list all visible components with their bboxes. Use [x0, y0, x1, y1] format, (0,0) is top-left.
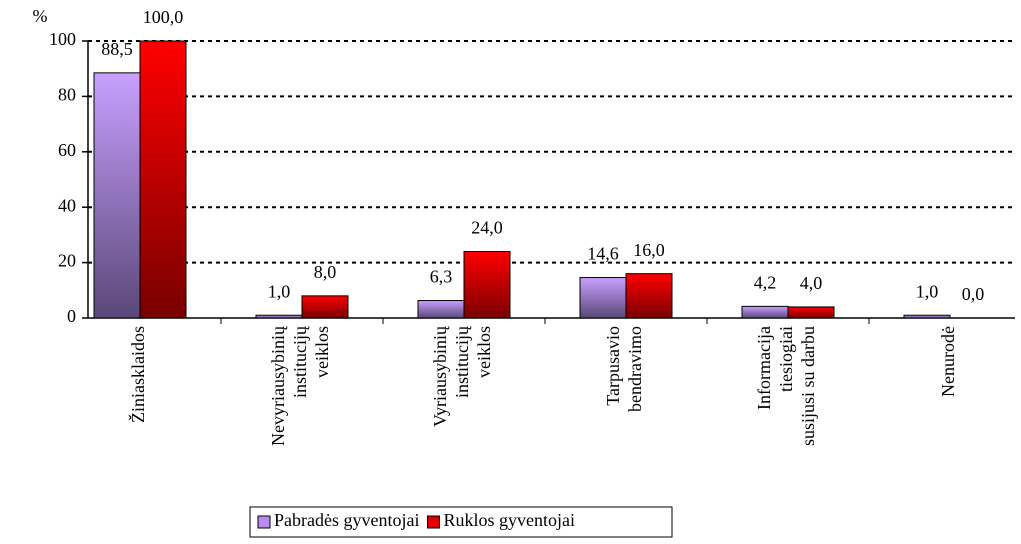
x-tick-label: Vyriausybinių [430, 325, 450, 427]
data-label: 6,3 [430, 267, 453, 287]
legend-label: Ruklos gyventojai [443, 510, 575, 530]
data-label: 8,0 [314, 262, 337, 282]
x-tick-label: tiesiogiai [776, 326, 796, 392]
legend-box [249, 506, 673, 538]
legend-swatch [426, 515, 440, 529]
data-label: 0,0 [962, 284, 985, 304]
bar [255, 314, 303, 319]
data-label: 4,2 [754, 272, 777, 292]
bar [741, 305, 789, 319]
x-tick-label: Informacija [754, 326, 774, 410]
bar [463, 251, 511, 319]
bar [579, 277, 627, 319]
data-label: 1,0 [916, 281, 939, 301]
data-label: 24,0 [471, 218, 503, 238]
x-tick-label: Nevyriausybinių [268, 325, 288, 446]
x-tick-label: veiklos [312, 326, 332, 378]
y-axis-label: % [33, 6, 48, 26]
x-tick-label: institucijų [452, 325, 472, 398]
x-tick-label: Nenurodė [938, 326, 958, 397]
y-tick-label: 100 [49, 29, 76, 49]
bar [93, 72, 141, 319]
data-label: 1,0 [268, 281, 291, 301]
x-tick-label: susijusi su darbu [798, 326, 818, 446]
bar [903, 314, 951, 319]
x-tick-label: Tarpusavio [603, 326, 623, 406]
x-tick-label: institucijų [290, 325, 310, 398]
y-tick-label: 60 [58, 140, 76, 160]
x-tick-label: bendravimo [625, 326, 645, 412]
x-tick-label: veiklos [474, 326, 494, 378]
data-label: 4,0 [800, 273, 823, 293]
y-tick-label: 40 [58, 195, 76, 215]
data-label: 16,0 [633, 240, 665, 260]
legend-swatch [257, 515, 271, 529]
data-label: 88,5 [101, 39, 133, 59]
data-label: 14,6 [587, 244, 619, 264]
y-tick-label: 80 [58, 85, 76, 105]
data-label: 100,0 [143, 7, 184, 27]
bar [139, 40, 187, 319]
bar [301, 295, 349, 319]
bar [787, 306, 835, 319]
bar [625, 273, 673, 319]
y-tick-label: 0 [67, 306, 76, 326]
legend-label: Pabradės gyventojai [274, 510, 419, 530]
x-tick-label: Žiniasklaidos [127, 326, 148, 423]
bar [417, 300, 465, 319]
y-tick-label: 20 [58, 251, 76, 271]
